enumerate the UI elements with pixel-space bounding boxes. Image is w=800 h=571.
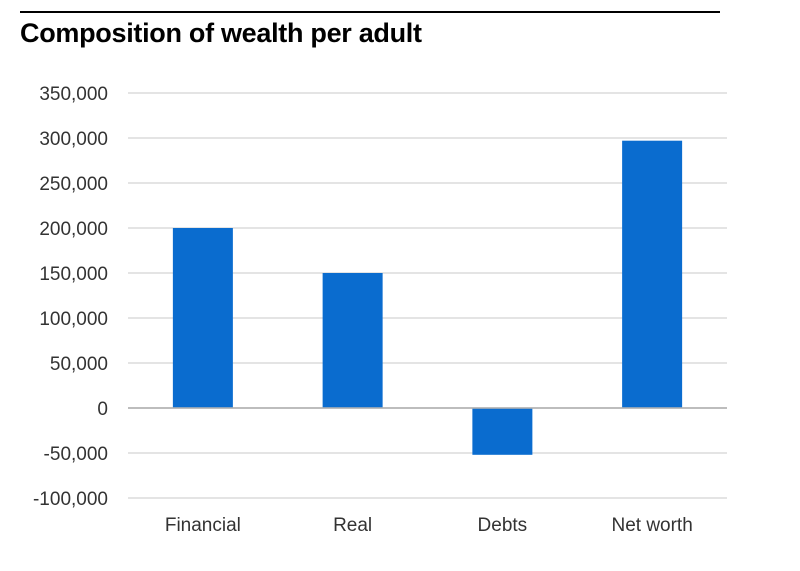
bar-financial [172, 228, 233, 408]
y-tick-label: 350,000 [39, 84, 108, 105]
bar-net-worth [622, 140, 683, 408]
bar-real [322, 273, 383, 408]
title-rule [20, 11, 720, 13]
y-tick-label: 200,000 [39, 219, 108, 240]
y-tick-label: 50,000 [50, 354, 108, 375]
y-tick-label: 100,000 [39, 309, 108, 330]
y-tick-label: 250,000 [39, 174, 108, 195]
x-tick-label: Net worth [611, 515, 692, 536]
bar-debts [472, 408, 533, 455]
y-tick-label: 0 [97, 399, 108, 420]
y-tick-label: 300,000 [39, 129, 108, 150]
y-tick-label: -100,000 [33, 489, 108, 510]
x-tick-label: Financial [165, 515, 241, 536]
y-tick-label: -50,000 [44, 444, 108, 465]
y-tick-label: 150,000 [39, 264, 108, 285]
x-tick-label: Real [333, 515, 372, 536]
x-tick-label: Debts [478, 515, 528, 536]
chart-title: Composition of wealth per adult [20, 18, 422, 48]
